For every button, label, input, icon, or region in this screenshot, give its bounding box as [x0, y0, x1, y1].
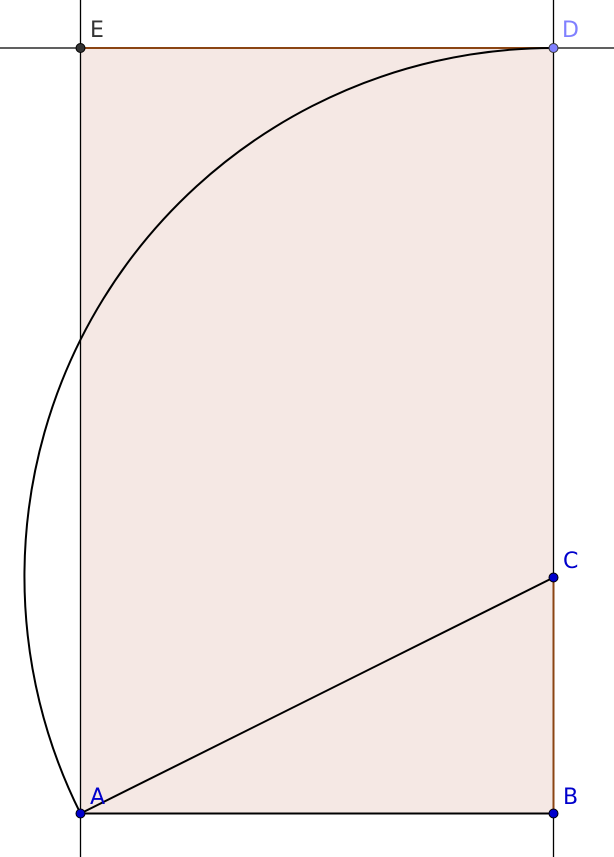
arc-a-to-d	[23, 47, 554, 814]
label-d: D	[562, 18, 579, 43]
point-e[interactable]	[75, 43, 86, 53]
point-b[interactable]	[548, 808, 559, 819]
segment-ac	[80, 576, 554, 815]
point-d[interactable]	[548, 43, 559, 53]
label-c: C	[563, 549, 578, 574]
rectangle-polygon	[80, 48, 554, 814]
point-c[interactable]	[548, 572, 559, 583]
label-a: A	[90, 785, 105, 810]
label-e: E	[90, 18, 104, 43]
point-a[interactable]	[75, 808, 86, 819]
label-b: B	[563, 785, 578, 810]
